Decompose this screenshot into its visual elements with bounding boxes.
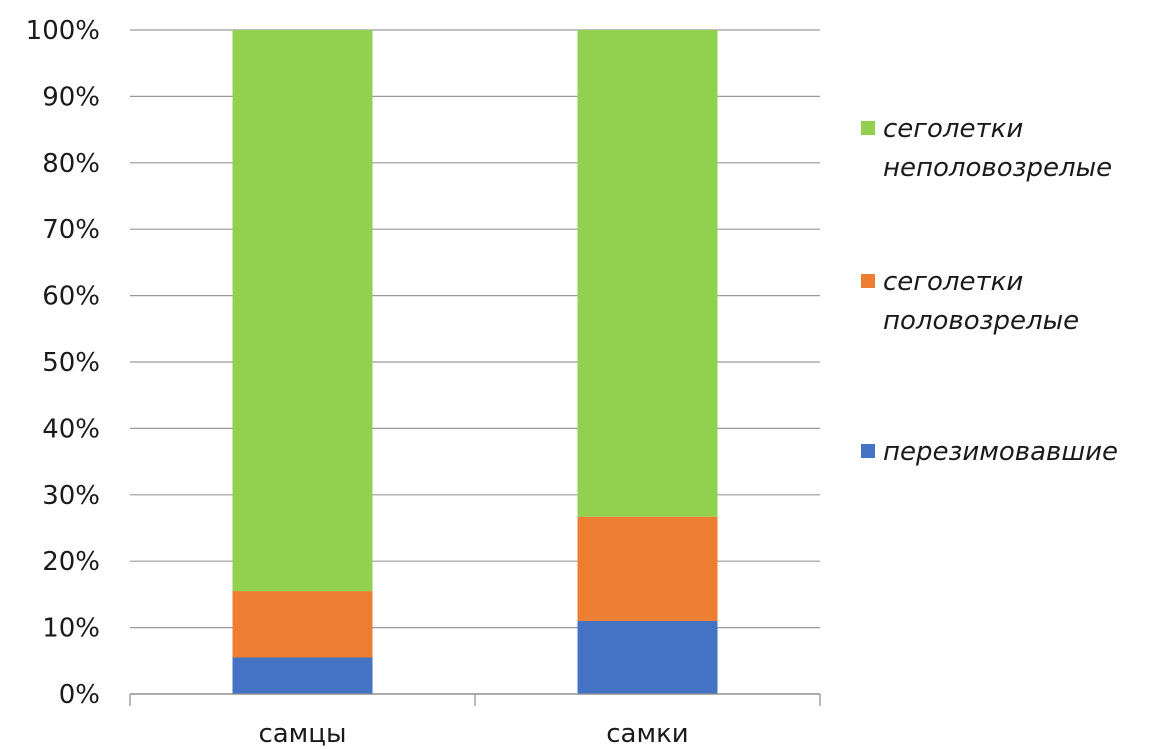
legend-label: половозрелые <box>883 306 1079 336</box>
y-tick-label: 40% <box>42 414 100 444</box>
legend-item: перезимовавшие <box>861 437 1118 467</box>
x-category-label: самки <box>606 719 688 749</box>
y-tick-label: 90% <box>42 82 100 112</box>
legend: сеголетки неполовозрелые сеголетки половозр… <box>861 114 1118 467</box>
legend-swatch <box>861 444 875 458</box>
y-tick-label: 0% <box>59 680 100 710</box>
y-tick-label: 30% <box>42 481 100 511</box>
legend-item: сеголетки неполовозрелые <box>861 114 1112 183</box>
y-tick-label: 80% <box>42 149 100 179</box>
bar-segment <box>232 30 373 592</box>
legend-label: сеголетки <box>883 267 1023 297</box>
legend-item: сеголетки половозрелые <box>861 267 1079 336</box>
bar-segment <box>577 516 718 621</box>
y-axis-tick-labels: 0% 10% 20% 30% 40% 50% 60% 70% 80% 90% 100% <box>26 16 100 710</box>
bars <box>232 30 718 694</box>
y-tick-label: 70% <box>42 215 100 245</box>
bar-segment <box>232 591 373 658</box>
legend-swatch <box>861 274 875 288</box>
y-tick-label: 20% <box>42 547 100 577</box>
legend-label: перезимовавшие <box>883 437 1118 467</box>
x-category-label: самцы <box>258 719 346 749</box>
y-tick-label: 10% <box>42 614 100 644</box>
bar-segment <box>577 30 718 517</box>
bar-segment <box>232 657 373 694</box>
legend-label: сеголетки <box>883 114 1023 144</box>
bar-segment <box>577 620 718 694</box>
y-tick-label: 100% <box>26 16 100 46</box>
x-axis <box>129 693 821 706</box>
legend-swatch <box>861 121 875 135</box>
legend-label: неполовозрелые <box>883 153 1112 183</box>
y-tick-label: 50% <box>42 348 100 378</box>
x-axis-category-labels: самцы самки <box>258 719 688 749</box>
y-tick-label: 60% <box>42 282 100 312</box>
